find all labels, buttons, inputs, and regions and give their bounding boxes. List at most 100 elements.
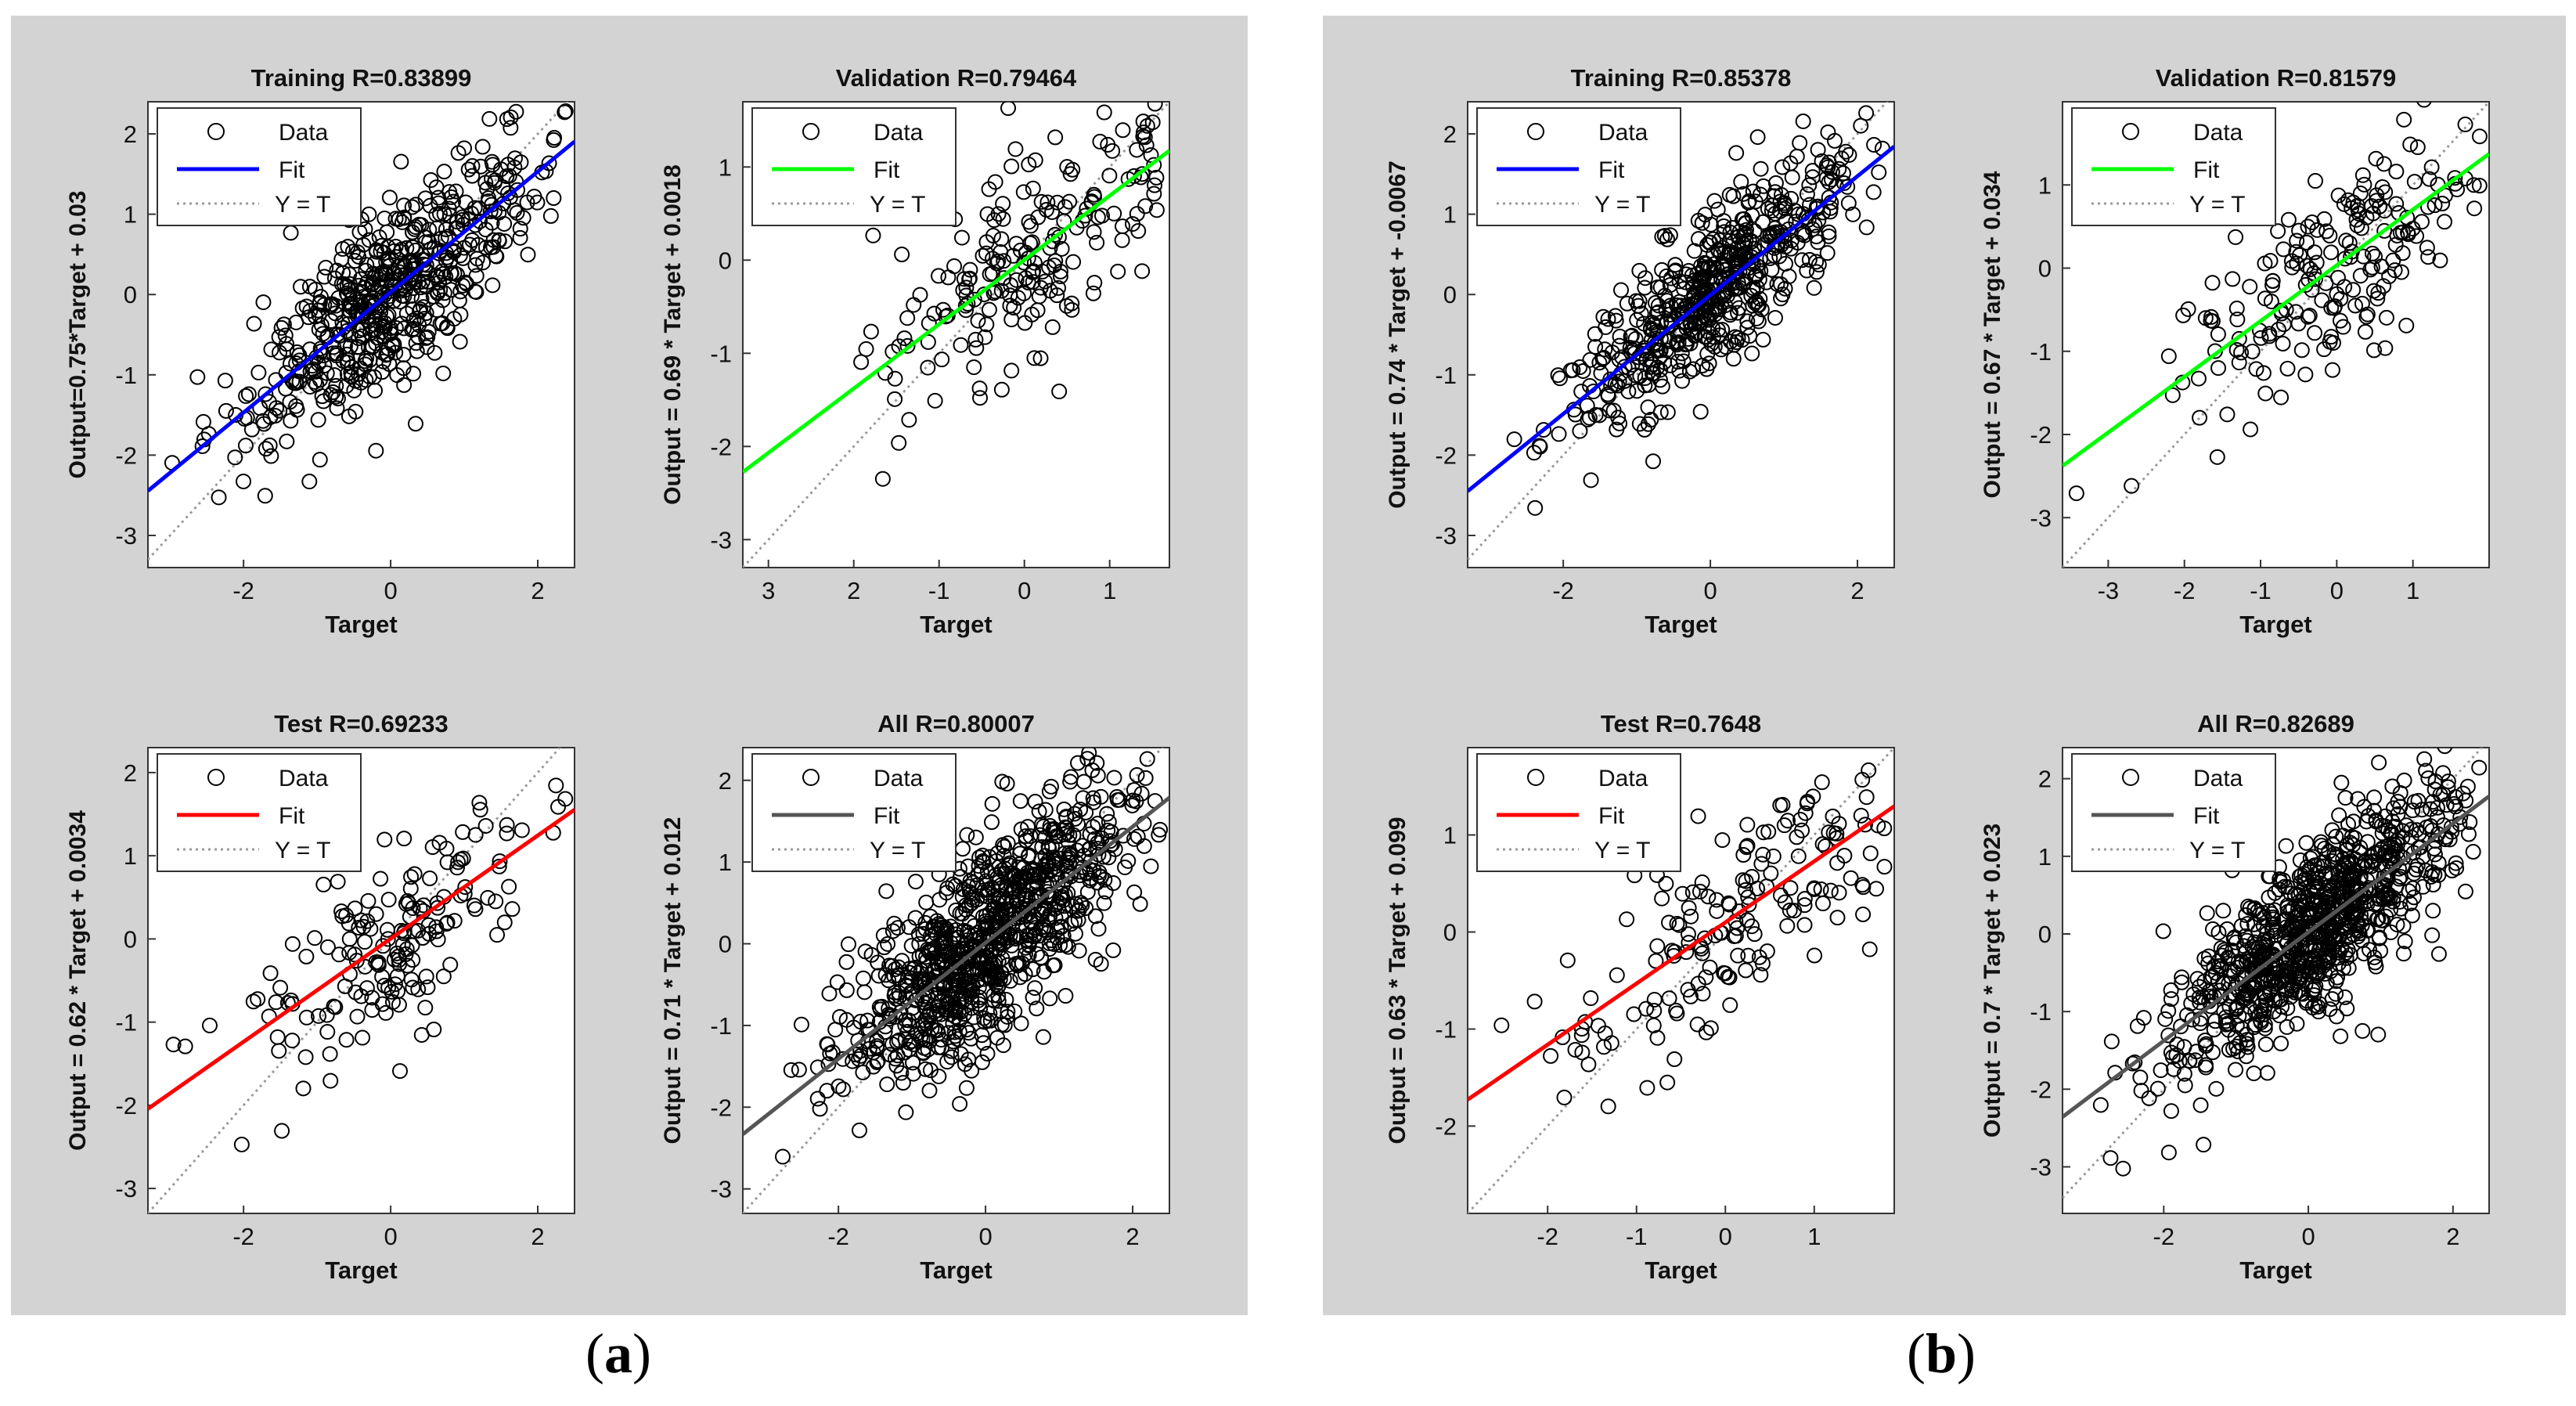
data-point (2353, 913, 2369, 929)
legend-fit-label: Fit (2193, 157, 2220, 183)
data-point (484, 215, 500, 231)
data-point (2209, 449, 2225, 465)
y-tick-label: 1 (1443, 201, 1457, 229)
data-point (1033, 817, 1050, 833)
data-point (1698, 1024, 1714, 1040)
data-point (467, 217, 484, 233)
data-point (357, 353, 373, 370)
data-point (2333, 1028, 2349, 1044)
data-point (1733, 174, 1749, 190)
data-point (316, 269, 333, 285)
x-tick-label: 2 (531, 1223, 544, 1250)
data-point (1843, 870, 1859, 886)
data-point (1061, 827, 1078, 843)
data-point (1751, 272, 1767, 288)
data-point (2318, 275, 2334, 291)
data-point (2452, 809, 2469, 825)
data-point (2264, 906, 2280, 922)
data-point (379, 224, 395, 240)
data-point (903, 938, 920, 954)
data-point (2292, 247, 2308, 263)
data-point (1089, 234, 1105, 251)
identity-line (743, 102, 1169, 568)
data-point (2303, 901, 2319, 918)
data-point (1493, 1017, 1510, 1033)
data-point (1648, 341, 1664, 358)
data-point (1101, 849, 1117, 866)
data-point (1821, 174, 1837, 190)
data-point (2323, 329, 2340, 345)
data-point (1835, 165, 1851, 182)
data-point (887, 1051, 903, 1067)
data-point (1101, 168, 1118, 184)
data-point (2259, 1065, 2275, 1081)
data-point (416, 897, 432, 914)
data-point (380, 931, 396, 947)
data-point (291, 347, 308, 363)
data-point (2404, 907, 2420, 924)
data-point (1753, 967, 1769, 983)
data-point (334, 240, 351, 257)
y-tick-label: 0 (124, 925, 137, 953)
data-point (947, 1004, 964, 1020)
data-point (2349, 918, 2365, 934)
data-point (546, 130, 563, 146)
x-tick-label: -2 (232, 577, 254, 604)
data-point (1683, 321, 1699, 337)
data-point (2381, 269, 2398, 285)
data-point (1662, 227, 1678, 243)
x-tick-label: 0 (384, 1223, 397, 1250)
data-point (926, 305, 942, 322)
data-point (2196, 1137, 2212, 1153)
y-tick-label: -1 (1435, 362, 1457, 389)
data-point (1139, 751, 1155, 767)
data-point (218, 402, 234, 419)
data-point (976, 1010, 993, 1026)
data-point (489, 927, 506, 943)
data-point (2228, 1017, 2245, 1033)
legend-data-label: Data (874, 120, 924, 146)
data-point (2418, 762, 2434, 779)
data-point (989, 870, 1006, 886)
data-point (1810, 198, 1826, 215)
data-point (1631, 416, 1648, 432)
data-point (961, 271, 978, 287)
data-point (360, 892, 376, 909)
data-point (312, 372, 328, 388)
caption-b-letter: b (1925, 1322, 1958, 1385)
data-point (1056, 801, 1072, 817)
data-point (1728, 928, 1744, 944)
data-point (2160, 1145, 2177, 1161)
data-point (1612, 328, 1628, 344)
data-point (422, 871, 438, 887)
data-point (1782, 902, 1798, 918)
data-point (2444, 862, 2460, 878)
data-point (1025, 961, 1041, 978)
data-point (441, 184, 458, 200)
data-point (1025, 867, 1041, 883)
data-point (2335, 319, 2351, 335)
data-point (938, 930, 954, 946)
x-tick-label: 0 (2301, 1223, 2315, 1250)
data-point (1689, 1016, 1706, 1033)
data-point (405, 312, 422, 329)
data-point (339, 352, 355, 368)
data-point (2405, 880, 2421, 896)
data-point (1057, 845, 1073, 861)
data-point (1025, 274, 1041, 290)
data-point (1755, 846, 1771, 863)
data-point (1042, 863, 1058, 879)
data-point (2241, 985, 2257, 1001)
data-point (1572, 359, 1588, 376)
data-point (1067, 913, 1083, 929)
data-point (2149, 1080, 2166, 1097)
data-point (1000, 835, 1016, 852)
data-point (1058, 824, 1075, 841)
data-point (1042, 283, 1058, 299)
data-point (1696, 930, 1713, 946)
caption-a-letter: a (604, 1322, 632, 1385)
data-point (2333, 939, 2350, 956)
data-point (993, 283, 1010, 299)
data-point (1709, 903, 1725, 919)
legend-fit-label: Fit (279, 157, 305, 183)
